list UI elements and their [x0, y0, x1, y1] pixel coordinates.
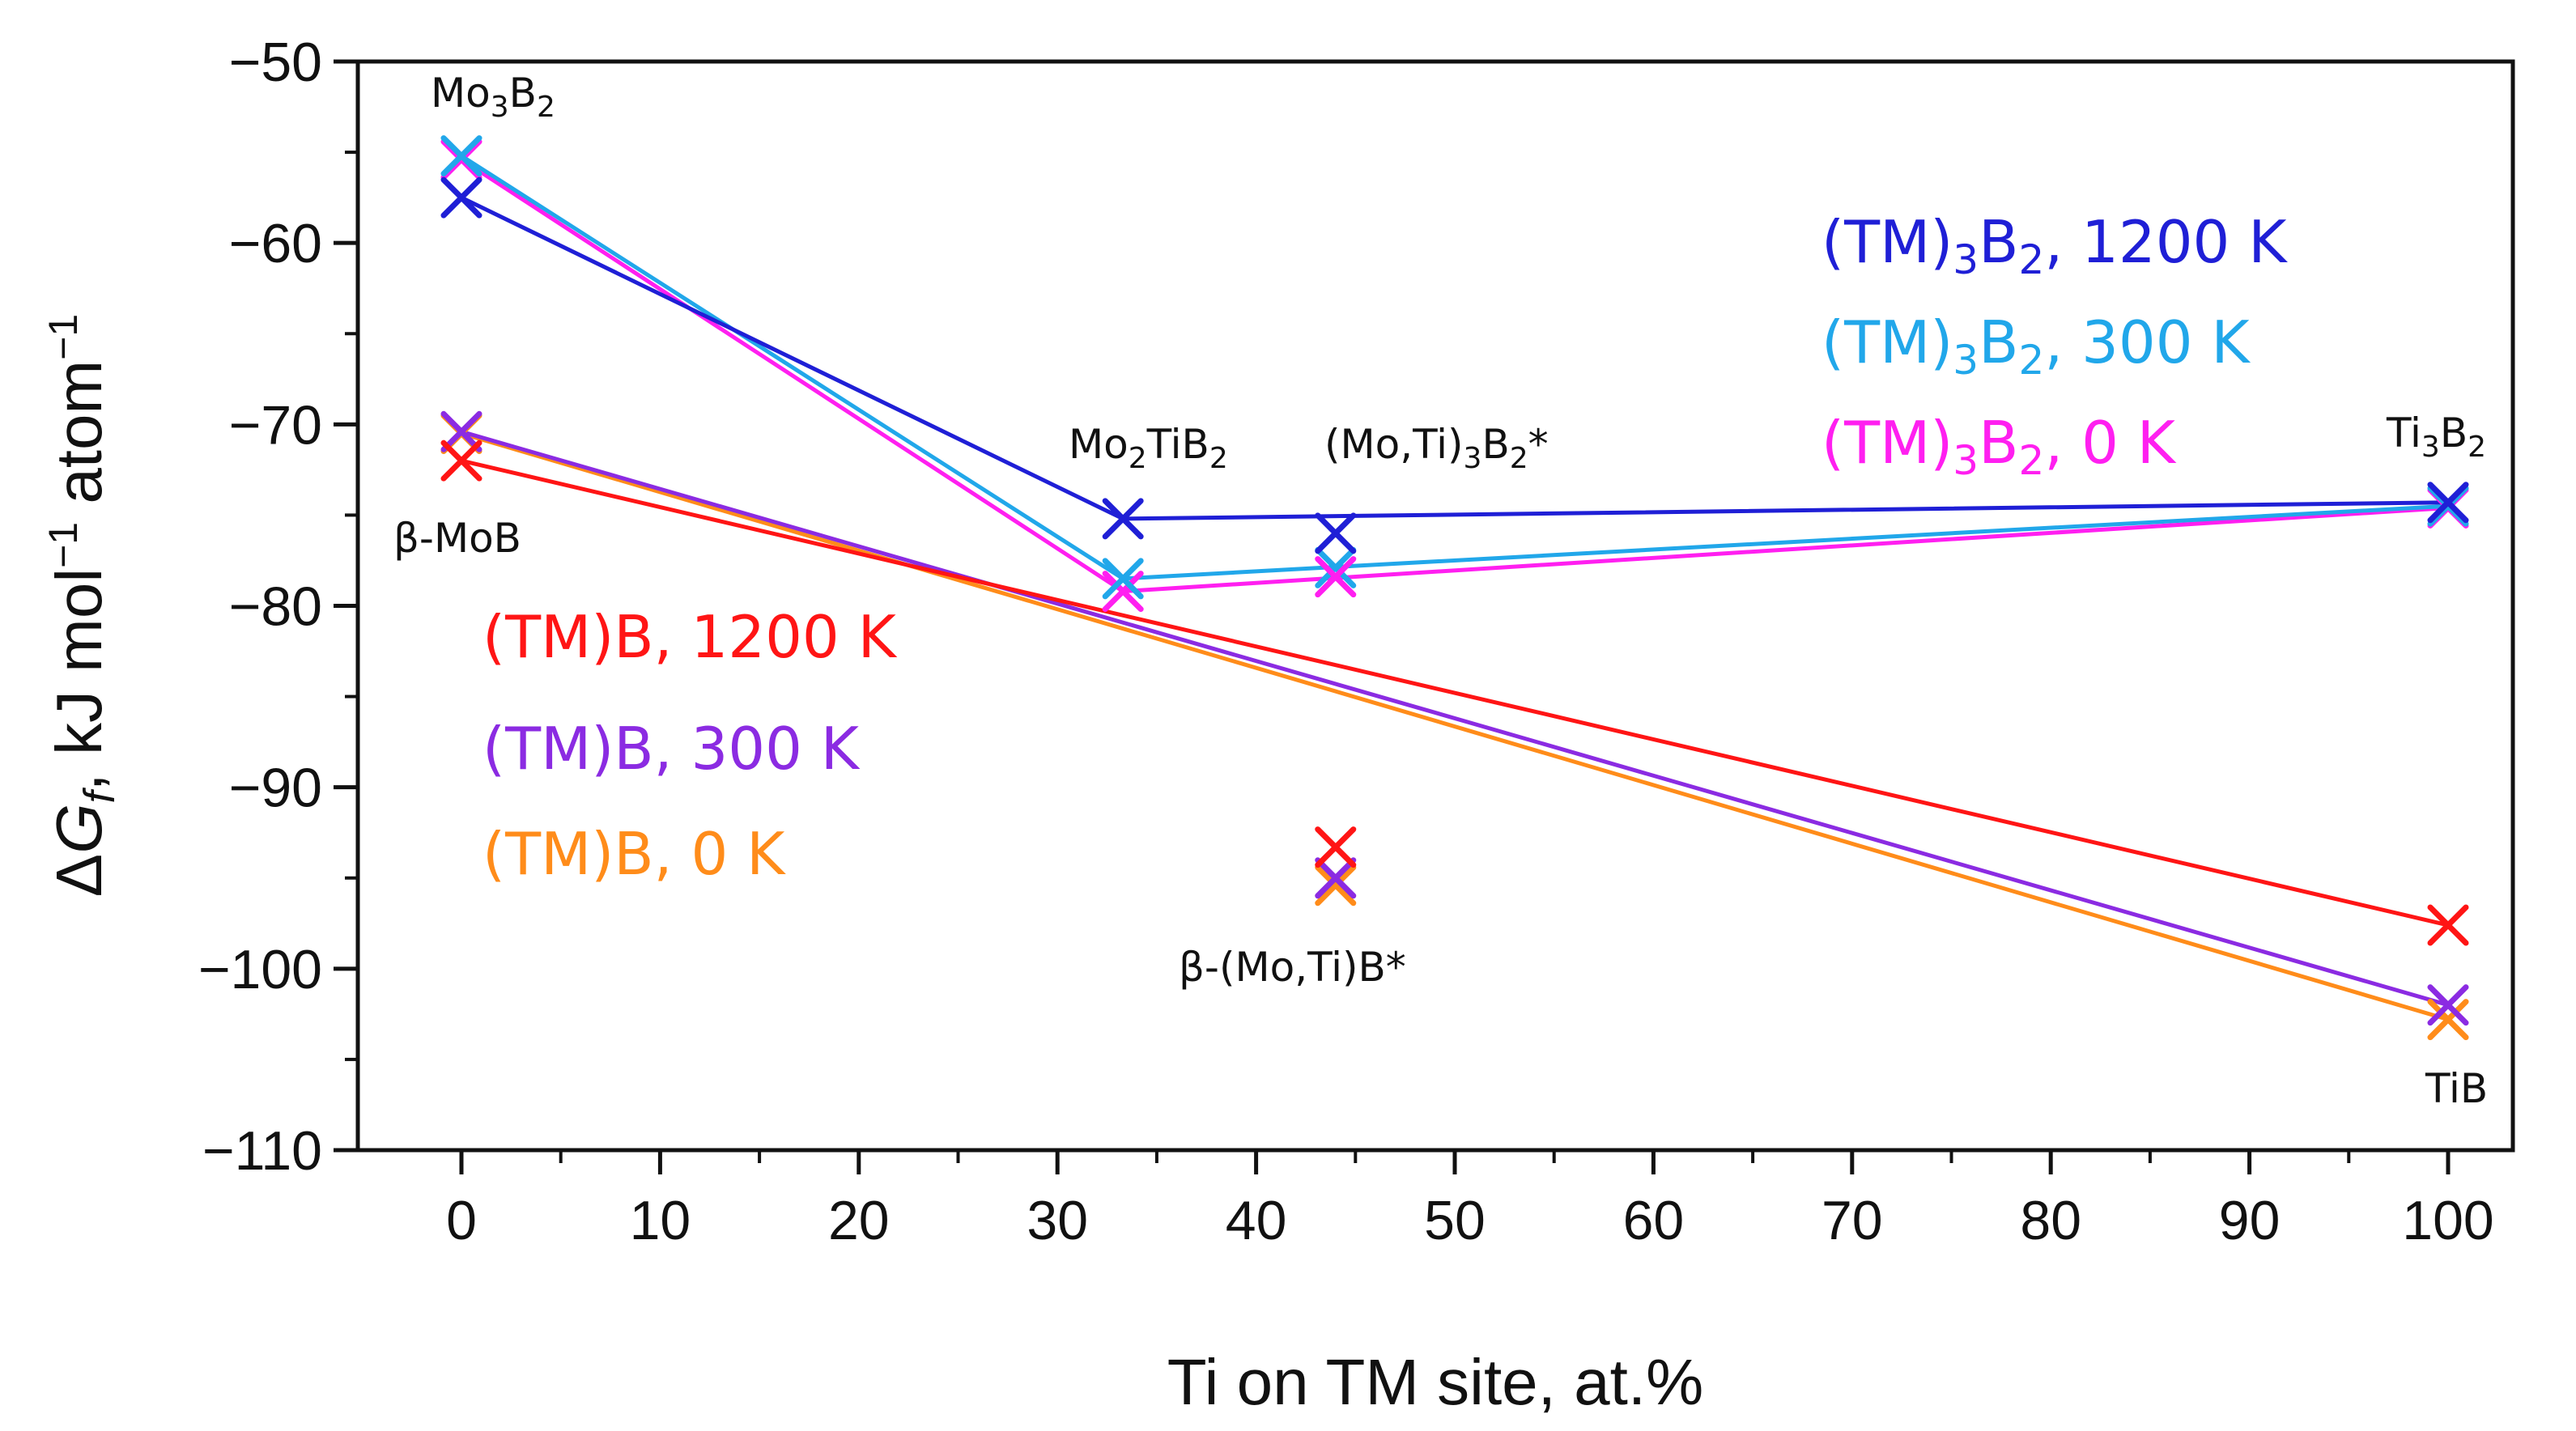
- y-tick-label: −70: [229, 394, 322, 456]
- series-line: [461, 431, 2449, 1021]
- legend-entry: (TM)B, 0 K: [482, 820, 786, 888]
- data-point: [1315, 826, 1357, 868]
- cross-stroke: [1102, 558, 1144, 600]
- cross-stroke: [1315, 864, 1357, 907]
- x-tick-label: 60: [1623, 1190, 1685, 1251]
- cross-stroke: [1315, 826, 1357, 868]
- series-line: [461, 429, 2449, 1008]
- data-point: [1102, 558, 1144, 600]
- y-tick-label: −60: [229, 213, 322, 274]
- cross-stroke: [1315, 857, 1357, 899]
- annotation-label: β-(Mo,Ti)B*: [1179, 944, 1406, 991]
- axes: [334, 59, 2515, 1174]
- x-tick-label: 70: [1821, 1190, 1883, 1251]
- legend-entry: (TM)3B2, 0 K: [1821, 409, 2177, 484]
- annotation-label: TiB: [2425, 1065, 2488, 1112]
- y-tick-label: −50: [229, 32, 322, 93]
- cross-stroke: [2427, 904, 2469, 946]
- cross-stroke: [440, 410, 482, 452]
- x-tick-label: 80: [2020, 1190, 2081, 1251]
- data-point: [1315, 512, 1357, 554]
- x-tick-label: 90: [2219, 1190, 2281, 1251]
- cross-stroke: [1315, 556, 1357, 598]
- cross-stroke: [2427, 482, 2469, 524]
- cross-stroke: [440, 135, 482, 177]
- data-point: [1315, 556, 1357, 598]
- data-point: [1102, 498, 1144, 540]
- y-tick-label: −80: [229, 576, 322, 638]
- cross-stroke: [1315, 546, 1357, 588]
- y-tick-label: −100: [198, 939, 322, 1000]
- x-tick-label: 100: [2402, 1190, 2493, 1251]
- data-point: [440, 176, 482, 219]
- cross-stroke: [1315, 512, 1357, 554]
- legend-entry: (TM)B, 1200 K: [482, 603, 898, 671]
- x-tick-label: 10: [630, 1190, 691, 1251]
- cross-stroke: [2427, 984, 2469, 1026]
- x-tick-label: 30: [1027, 1190, 1088, 1251]
- data-point: [2427, 904, 2469, 946]
- data-point: [1315, 857, 1357, 899]
- cross-stroke: [440, 176, 482, 219]
- annotation-label: (Mo,Ti)3B2*: [1324, 421, 1549, 475]
- legend-entry: (TM)3B2, 300 K: [1821, 308, 2251, 384]
- cross-stroke: [1102, 571, 1144, 613]
- annotation-label: Mo2TiB2: [1069, 421, 1228, 475]
- cross-stroke: [1102, 498, 1144, 540]
- data-point: [2427, 984, 2469, 1026]
- annotation-label: β-MoB: [393, 515, 521, 562]
- x-tick-label: 20: [828, 1190, 890, 1251]
- data-point: [440, 135, 482, 177]
- data-point: [2427, 482, 2469, 524]
- x-axis-title: Ti on TM site, at.%: [1167, 1346, 1703, 1418]
- annotation-label: Mo3B2: [431, 70, 555, 124]
- y-tick-label: −110: [202, 1120, 322, 1182]
- annotation-label: Ti3B2: [2386, 410, 2486, 464]
- series-line: [461, 458, 2449, 928]
- x-tick-label: 0: [446, 1190, 477, 1251]
- data-point: [440, 439, 482, 482]
- series-layer: [460, 154, 2449, 1021]
- y-tick-label: −90: [229, 758, 322, 819]
- data-point: [440, 410, 482, 452]
- legend-entry: (TM)B, 300 K: [482, 715, 861, 783]
- cross-stroke: [440, 439, 482, 482]
- text-layer: −50 −60 −70 −80 −90 −100 −110 0 10 20 30 40 50 60 70 80…: [40, 32, 2494, 1418]
- data-point: [1315, 864, 1357, 907]
- y-axis-title: ΔGf, kJ mol−1 atom−1: [40, 314, 124, 897]
- data-point: [1315, 546, 1357, 588]
- data-point: [1102, 571, 1144, 613]
- x-tick-label: 40: [1226, 1190, 1287, 1251]
- legend-entry: (TM)3B2, 1200 K: [1821, 208, 2288, 283]
- data-point: [2427, 999, 2469, 1041]
- marker-layer: [440, 135, 2469, 1041]
- x-tick-label: 50: [1424, 1190, 1486, 1251]
- cross-stroke: [2427, 999, 2469, 1041]
